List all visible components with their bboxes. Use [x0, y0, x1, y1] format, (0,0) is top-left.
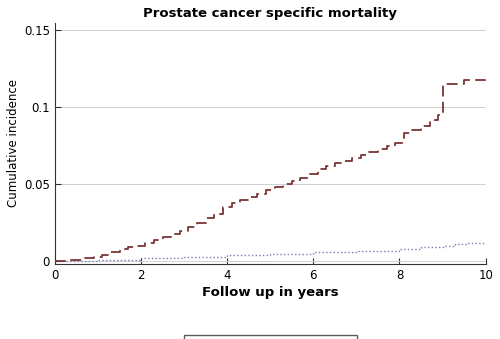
- Legend: RP, PADT: RP, PADT: [184, 335, 357, 339]
- Title: Prostate cancer specific mortality: Prostate cancer specific mortality: [144, 7, 397, 20]
- X-axis label: Follow up in years: Follow up in years: [202, 286, 338, 299]
- Y-axis label: Cumulative incidence: Cumulative incidence: [7, 79, 20, 207]
